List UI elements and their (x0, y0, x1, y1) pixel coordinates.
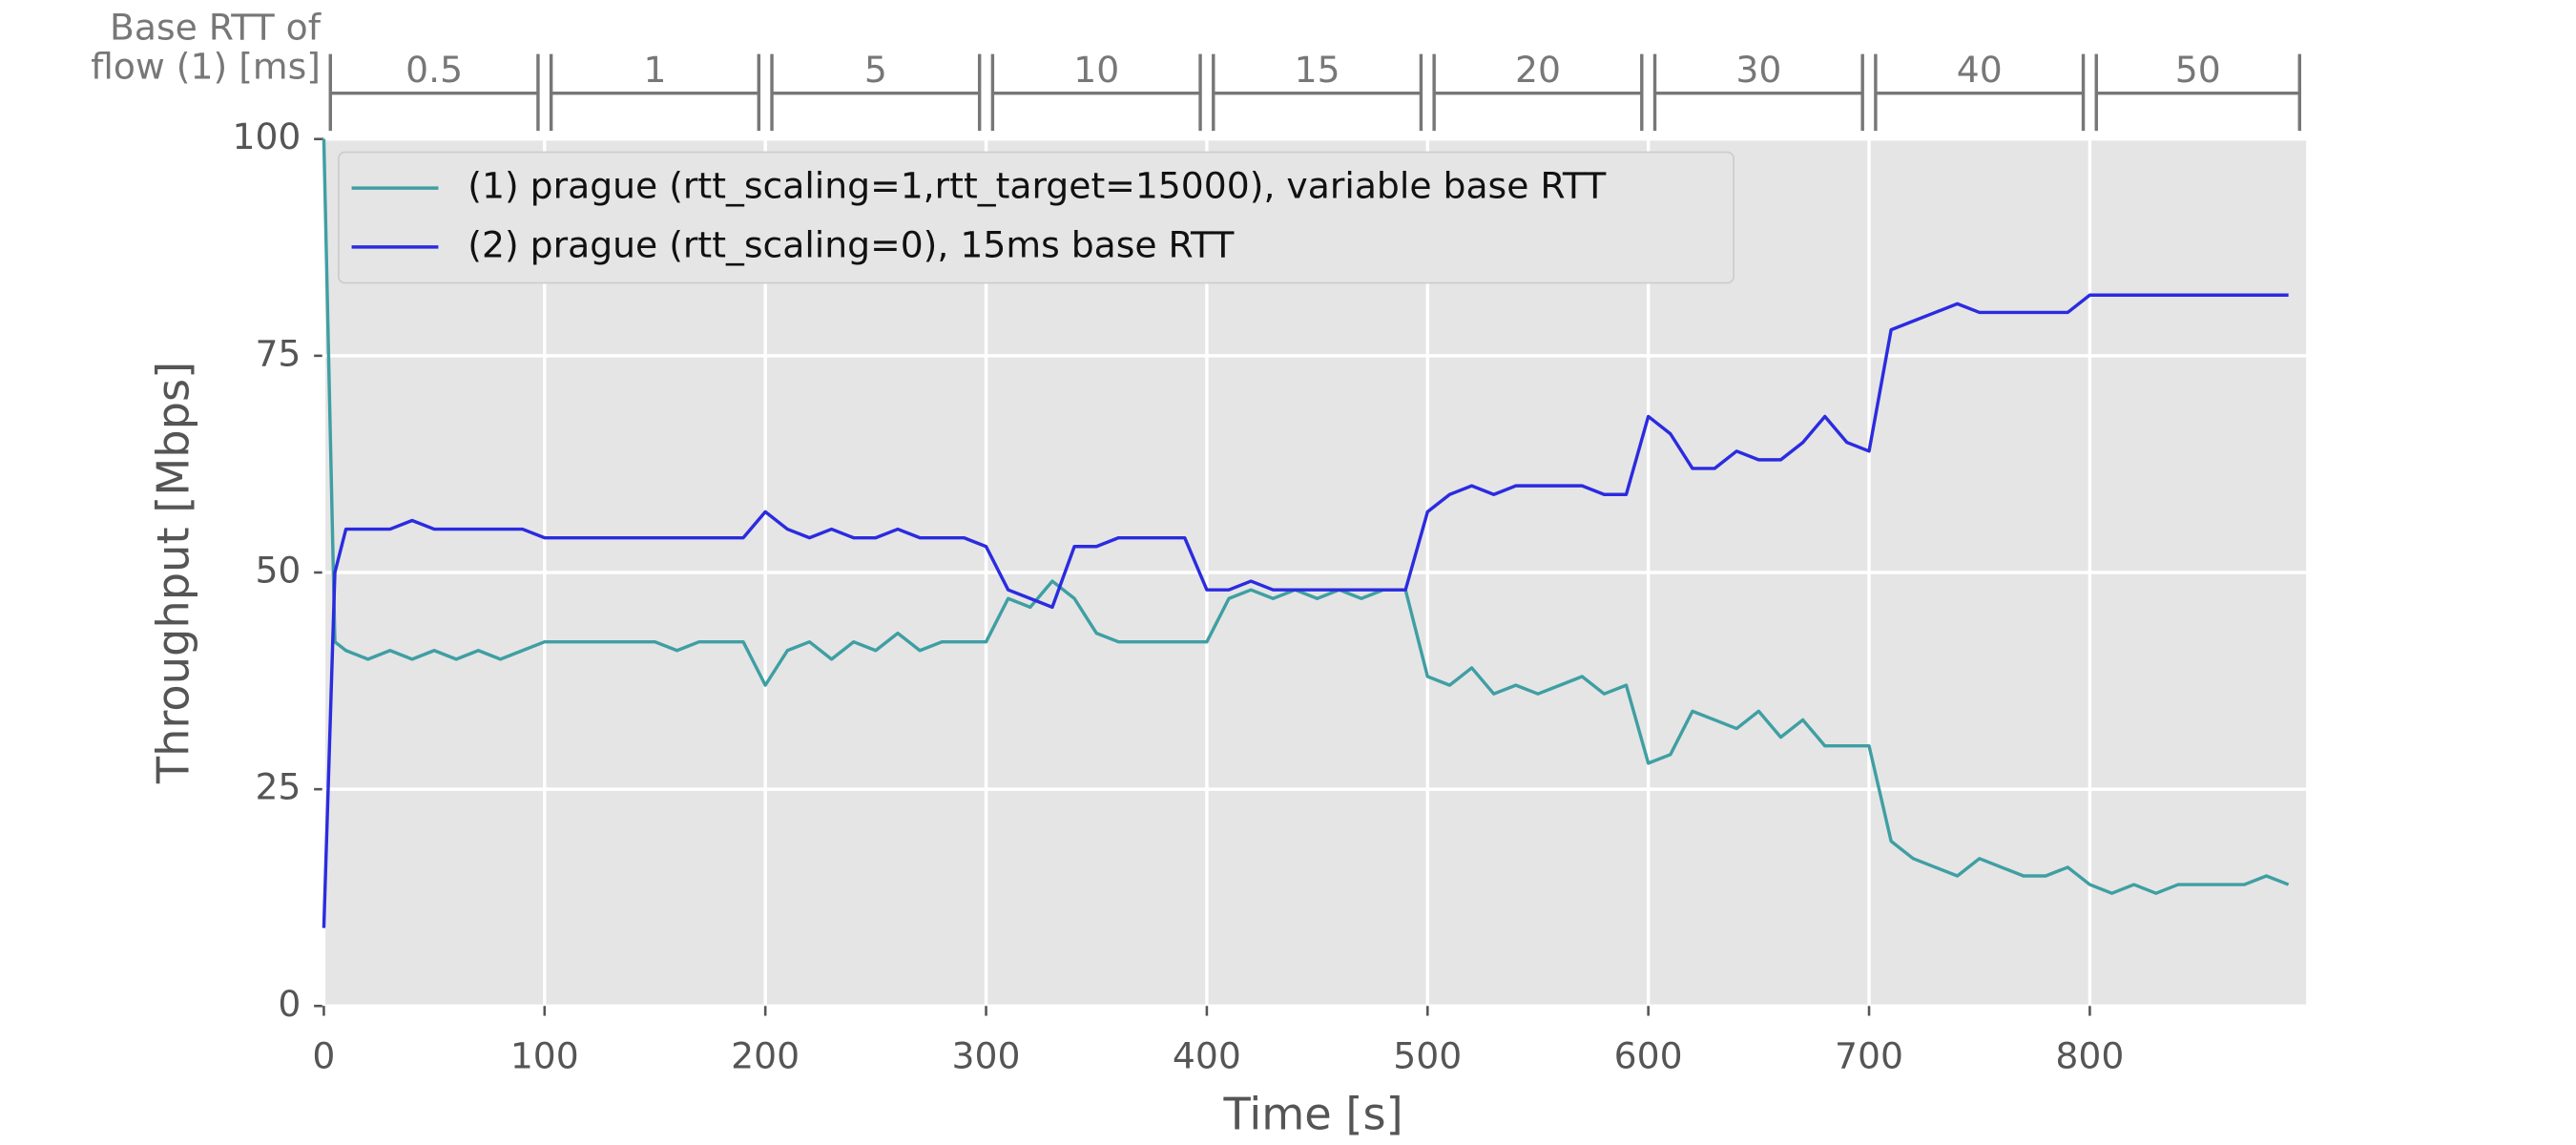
annotation-label: 40 (1957, 49, 2003, 91)
y-tick-label: 50 (255, 549, 301, 591)
y-tick-label: 0 (278, 983, 301, 1025)
x-tick-label: 800 (2055, 1035, 2124, 1077)
annotation-label: 50 (2175, 49, 2221, 91)
x-tick-label: 500 (1393, 1035, 1462, 1077)
y-axis-title: Throughput [Mbps] (148, 362, 199, 784)
annotation-label: 0.5 (405, 49, 463, 91)
y-tick-label: 25 (255, 766, 301, 808)
legend-label: (1) prague (rtt_scaling=1,rtt_target=150… (467, 165, 1607, 207)
annotation-title: flow (1) [ms] (91, 45, 321, 87)
annotation-title: Base RTT of (110, 6, 322, 48)
x-tick-label: 300 (952, 1035, 1021, 1077)
annotation-label: 30 (1735, 49, 1781, 91)
series-line (322, 293, 2289, 928)
x-tick-label: 200 (731, 1035, 800, 1077)
y-tick-label: 100 (232, 115, 301, 157)
x-tick-label: 100 (510, 1035, 579, 1077)
x-tick-label: 600 (1614, 1035, 1683, 1077)
annotation-label: 15 (1295, 49, 1340, 91)
y-tick-label: 75 (255, 332, 301, 374)
legend-box (338, 151, 1735, 284)
annotation-label: 10 (1073, 49, 1119, 91)
x-tick-label: 0 (312, 1035, 335, 1077)
legend-label: (2) prague (rtt_scaling=0), 15ms base RT… (467, 223, 1235, 265)
annotation-label: 1 (643, 49, 666, 91)
x-tick-label: 700 (1835, 1035, 1903, 1077)
x-tick-label: 400 (1173, 1035, 1241, 1077)
annotation-label: 5 (864, 49, 887, 91)
annotation-label: 20 (1515, 49, 1561, 91)
x-axis-title: Time [s] (1223, 1088, 1403, 1139)
